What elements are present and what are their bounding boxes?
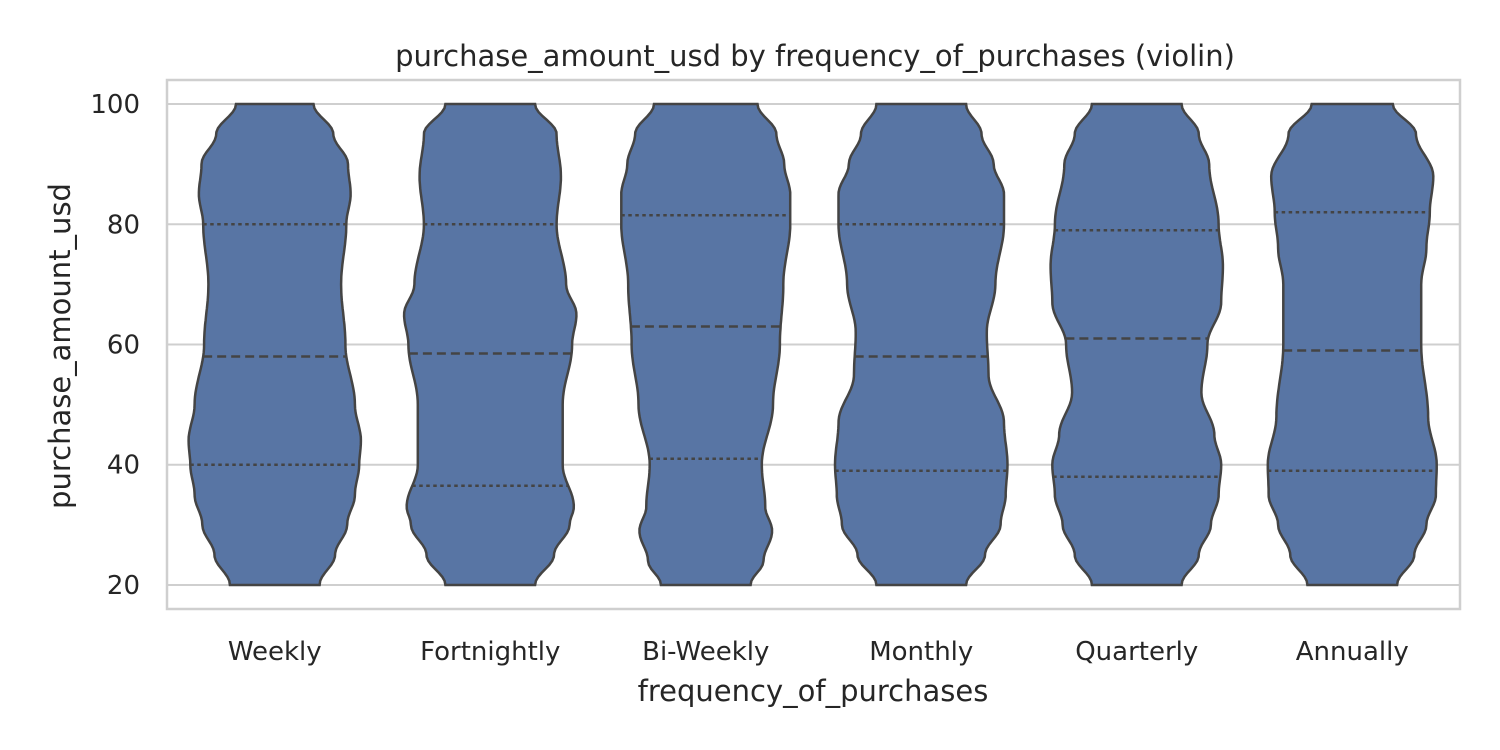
- y-tick-labels: 20 40 60 80 100: [90, 90, 140, 601]
- violins: [187, 102, 1438, 587]
- violin-quarterly: [1049, 102, 1225, 587]
- x-tick-label: Fortnightly: [420, 637, 560, 667]
- x-tick-label: Bi-Weekly: [642, 637, 769, 667]
- y-gridlines: [167, 103, 1460, 586]
- violin-body: [1049, 102, 1225, 587]
- y-tick-label: 40: [107, 451, 140, 481]
- violin-body: [187, 102, 363, 587]
- x-tick-label: Annually: [1296, 637, 1409, 667]
- y-tick-label: 20: [107, 571, 140, 601]
- violin-monthly: [833, 102, 1009, 587]
- y-tick-label: 100: [90, 90, 140, 120]
- violin-bi-weekly: [620, 102, 792, 587]
- violin-body: [833, 102, 1009, 587]
- violin-body: [620, 102, 792, 587]
- violin-fortnightly: [402, 102, 578, 587]
- violin-annually: [1266, 102, 1438, 587]
- violin-body: [402, 102, 578, 587]
- x-tick-label: Monthly: [869, 637, 973, 667]
- violin-body: [1266, 102, 1438, 587]
- y-tick-label: 80: [107, 210, 140, 240]
- chart-title: purchase_amount_usd by frequency_of_purc…: [395, 39, 1235, 73]
- y-axis-label: purchase_amount_usd: [43, 183, 77, 509]
- x-axis-label: frequency_of_purchases: [638, 674, 989, 708]
- violin-weekly: [187, 102, 363, 587]
- y-tick-label: 60: [107, 331, 140, 361]
- x-tick-label: Weekly: [228, 637, 322, 667]
- plot-frame: [165, 78, 1462, 611]
- x-tick-label: Quarterly: [1075, 637, 1198, 667]
- x-tick-labels: Weekly Fortnightly Bi-Weekly Monthly Quarter…: [228, 637, 1409, 667]
